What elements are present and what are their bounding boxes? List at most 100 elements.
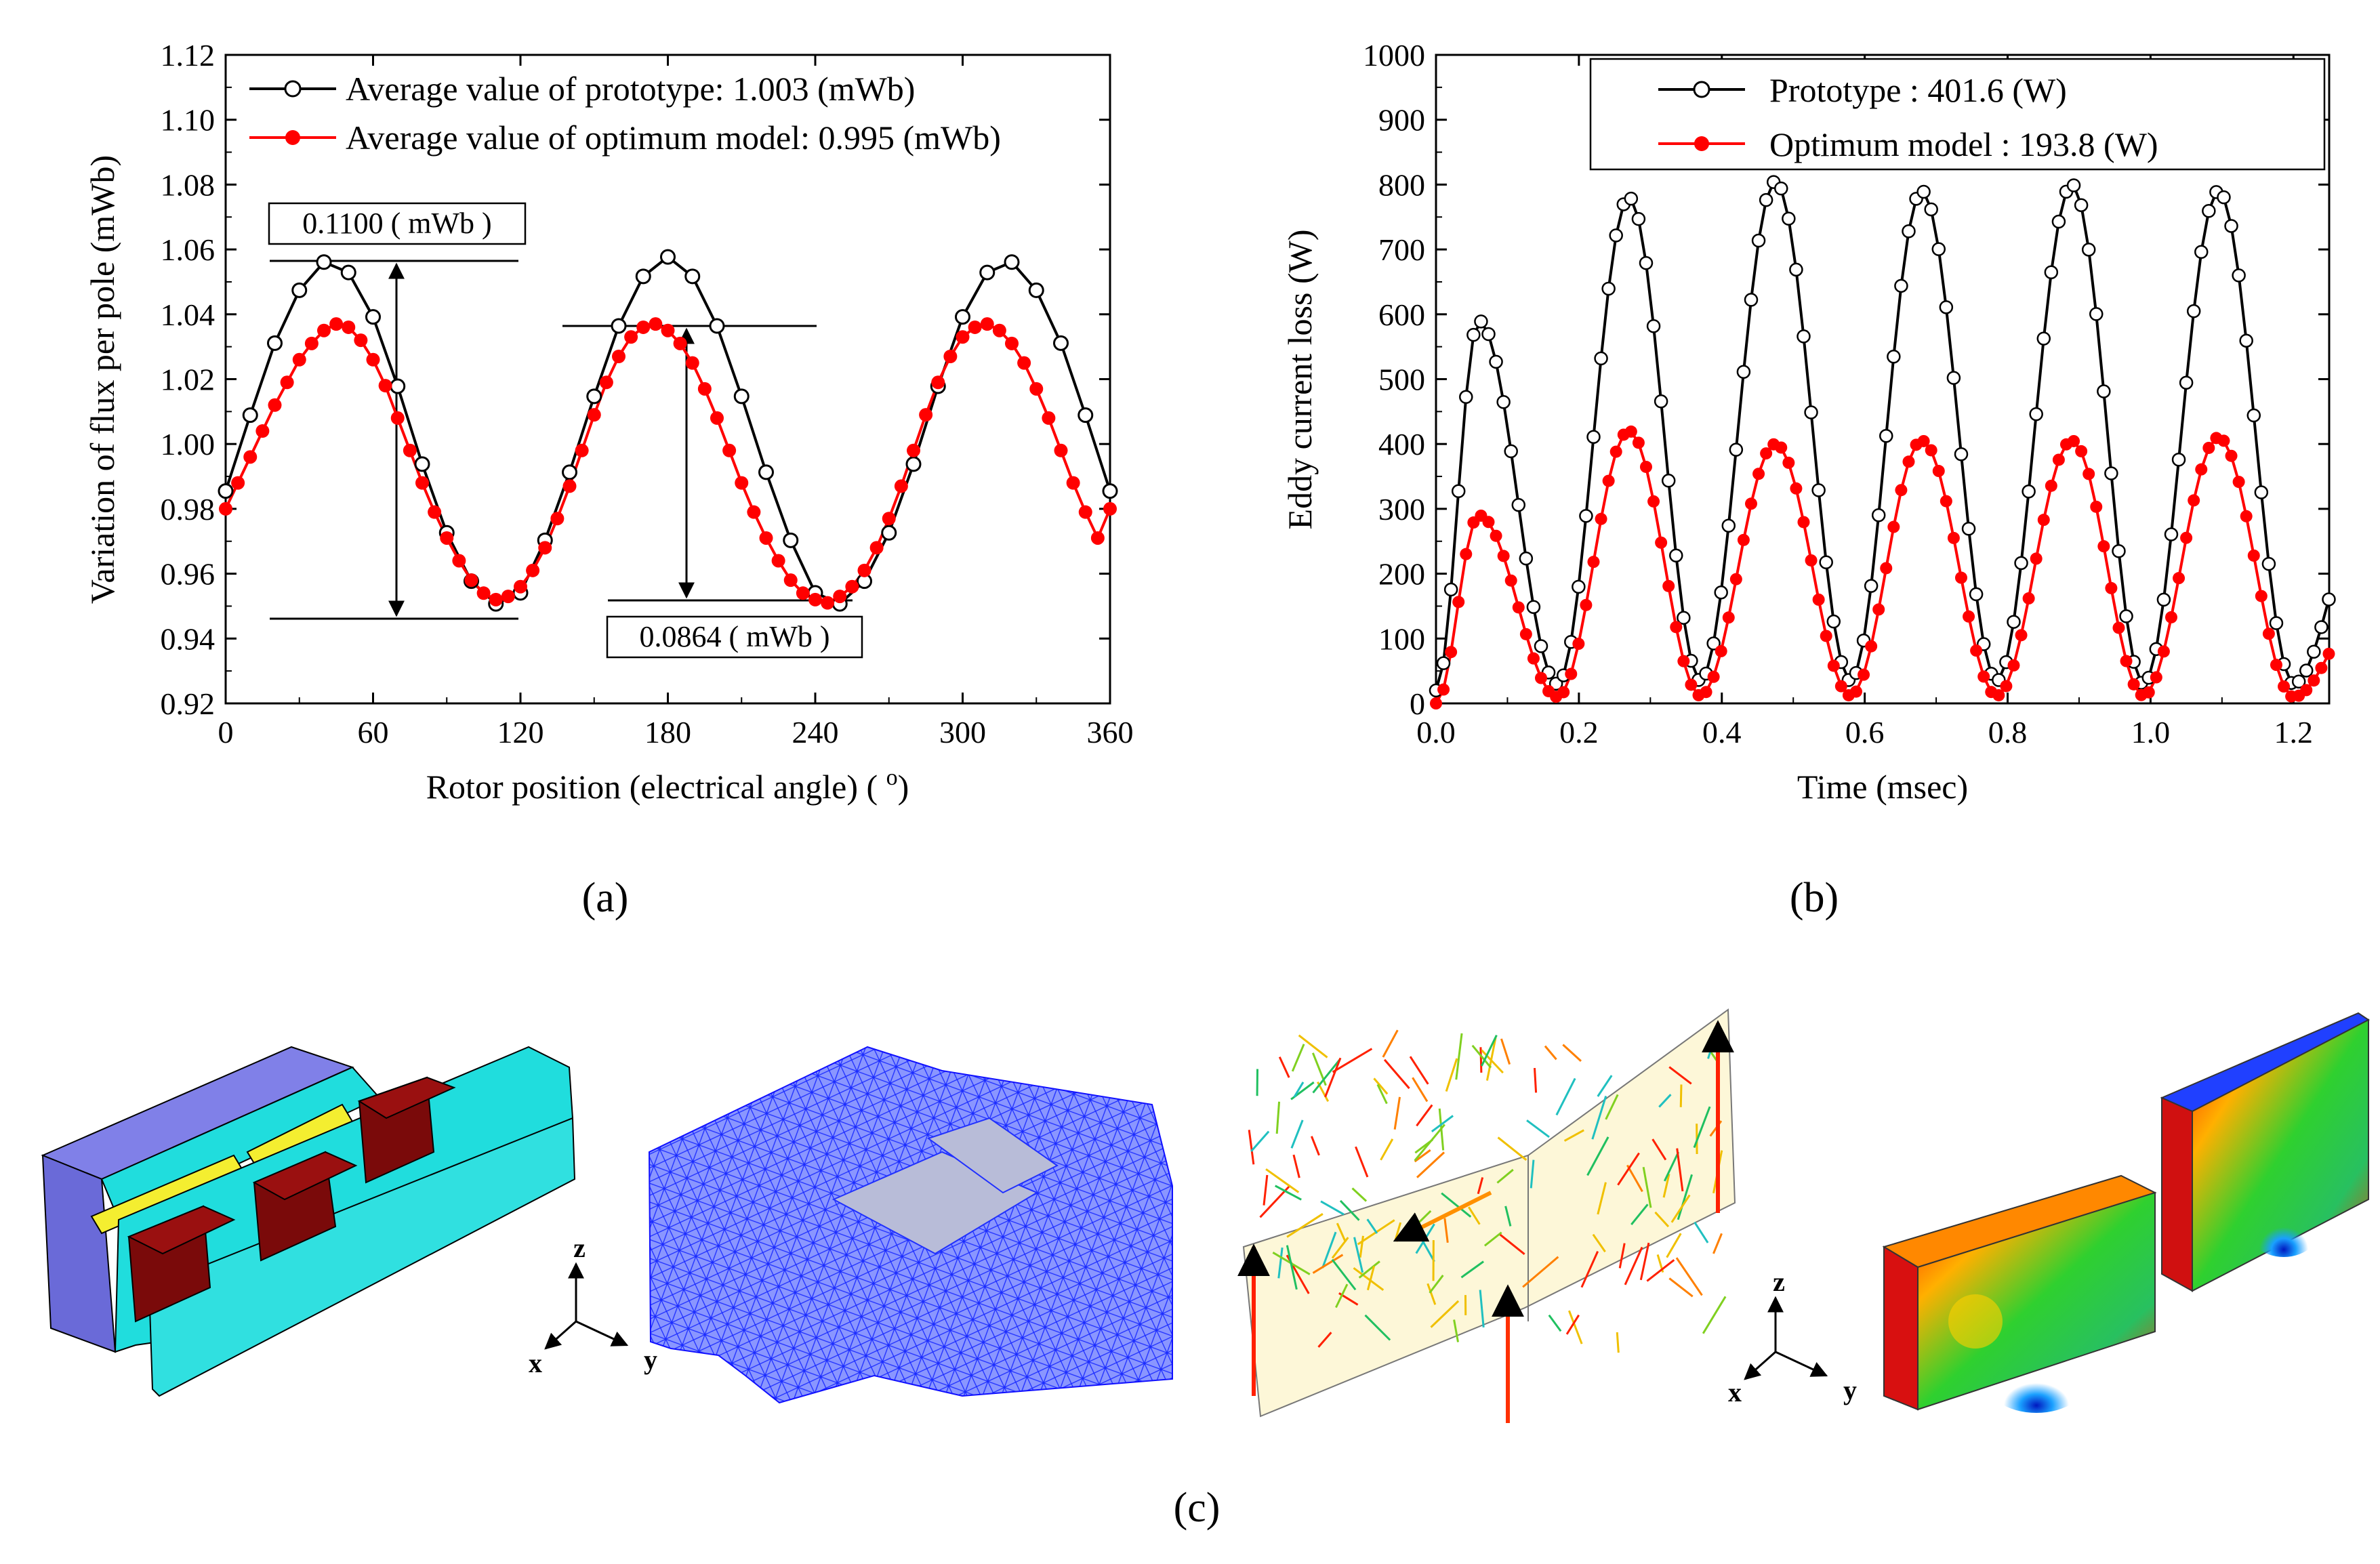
data-point-optimum xyxy=(243,450,258,464)
panel-c-3d-models: z x y z x y xyxy=(41,1008,2370,1531)
vector-arrow xyxy=(1366,1266,1376,1291)
data-point-prototype xyxy=(340,264,356,281)
data-point-optimum xyxy=(2030,552,2043,565)
vector-arrow xyxy=(1563,1129,1584,1142)
data-point-prototype xyxy=(1572,579,1586,594)
x-tick-label: 240 xyxy=(792,715,839,749)
data-point-prototype xyxy=(1443,582,1458,597)
data-point-optimum xyxy=(1760,447,1773,460)
y-tick-label: 1.00 xyxy=(161,427,216,461)
data-point-optimum xyxy=(1970,644,1983,657)
data-point-optimum xyxy=(882,512,896,526)
data-point-optimum xyxy=(759,531,773,545)
data-point-optimum xyxy=(1029,382,1044,396)
x-tick-label: 0.8 xyxy=(1988,715,2028,749)
data-point-prototype xyxy=(1826,614,1841,629)
data-point-prototype xyxy=(2217,190,2231,205)
vector-arrow xyxy=(1248,1130,1255,1165)
vector-arrow xyxy=(1291,1044,1305,1072)
data-point-prototype xyxy=(2029,407,2043,421)
vector-arrow xyxy=(1477,1177,1484,1195)
vector-arrow xyxy=(1658,1094,1672,1108)
data-point-prototype xyxy=(2074,198,2089,212)
vector-arrow xyxy=(1416,1151,1445,1178)
data-point-optimum xyxy=(1902,455,1915,468)
data-point-optimum xyxy=(1655,536,1668,549)
data-point-optimum xyxy=(587,408,601,422)
data-point-optimum xyxy=(1834,680,1847,693)
data-point-optimum xyxy=(2307,674,2320,687)
vector-arrow xyxy=(1455,1033,1463,1080)
data-point-prototype xyxy=(1902,224,1916,239)
x-tick-label: 180 xyxy=(644,715,691,749)
data-point-optimum xyxy=(857,563,871,577)
vector-arrow xyxy=(1414,1149,1431,1163)
data-point-optimum xyxy=(1685,678,1698,691)
data-point-optimum xyxy=(390,411,405,425)
series-line-optimum xyxy=(1435,430,2331,704)
vector-arrow xyxy=(1651,1138,1667,1161)
data-point-optimum xyxy=(1932,465,1945,478)
data-point-optimum xyxy=(1103,501,1117,516)
vector-arrow xyxy=(1479,1290,1485,1328)
data-point-optimum xyxy=(1527,652,1540,665)
data-point-prototype xyxy=(1819,555,1833,569)
data-point-optimum xyxy=(1490,529,1502,542)
vector-arrow xyxy=(1376,1084,1388,1105)
data-point-prototype xyxy=(2246,408,2261,423)
data-point-optimum xyxy=(869,541,884,555)
data-point-optimum xyxy=(796,586,810,600)
data-point-optimum xyxy=(219,501,232,516)
vector-arrow xyxy=(1250,1130,1270,1152)
series-line-optimum xyxy=(224,323,1111,604)
vector-arrow xyxy=(1275,1185,1302,1201)
data-point-optimum xyxy=(1595,512,1607,525)
data-point-optimum xyxy=(2097,540,2110,553)
vector-arrow xyxy=(1666,1233,1682,1258)
data-point-optimum xyxy=(1445,646,1458,659)
y-tick-label: 1.04 xyxy=(161,297,216,332)
data-point-optimum xyxy=(1887,520,1900,533)
data-point-prototype xyxy=(2066,178,2081,192)
vector-arrow xyxy=(1292,1154,1300,1178)
legend-marker-prototype xyxy=(284,80,302,98)
data-point-optimum xyxy=(943,350,958,364)
data-point-optimum xyxy=(2322,647,2335,660)
data-point-prototype xyxy=(1804,405,1818,419)
data-point-prototype xyxy=(2307,644,2321,659)
data-point-optimum xyxy=(1054,443,1068,457)
data-point-prototype xyxy=(955,309,970,325)
caption-c: (c) xyxy=(1174,1485,1220,1531)
data-point-optimum xyxy=(1947,531,1960,544)
vector-arrow xyxy=(1592,1233,1606,1253)
vector-arrow xyxy=(1548,1314,1562,1332)
vector-arrow xyxy=(1712,1233,1723,1254)
data-point-optimum xyxy=(231,476,245,490)
data-point-optimum xyxy=(1519,627,1532,640)
axis-z-label: z xyxy=(1773,1267,1785,1297)
vector-arrow xyxy=(1522,1256,1559,1288)
vector-arrows xyxy=(1237,1020,1734,1423)
data-point-prototype xyxy=(2081,243,2096,257)
data-point-optimum xyxy=(1940,495,1952,508)
data-point-prototype xyxy=(2202,203,2216,218)
data-point-optimum xyxy=(354,333,368,348)
data-point-optimum xyxy=(2045,479,2057,492)
data-point-prototype xyxy=(1931,242,1946,256)
data-point-optimum xyxy=(968,320,982,334)
vector-field-model xyxy=(1237,1008,1736,1423)
data-point-optimum xyxy=(304,336,319,350)
vector-arrow xyxy=(1605,1094,1619,1120)
data-point-prototype xyxy=(1594,351,1608,366)
flux-variation-annotation: 0.1100 ( mWb ) 0.0864 ( mWb ) xyxy=(268,202,863,659)
data-point-optimum xyxy=(428,505,442,519)
y-tick-label: 0.98 xyxy=(161,492,216,527)
data-point-prototype xyxy=(1078,407,1094,424)
data-point-prototype xyxy=(414,456,430,472)
data-point-prototype xyxy=(1774,181,1788,196)
data-point-optimum xyxy=(833,590,847,604)
axis-triad-left: z x y xyxy=(529,1233,657,1378)
data-point-prototype xyxy=(2051,214,2066,229)
data-point-optimum xyxy=(2240,510,2253,522)
data-point-prototype xyxy=(1789,262,1803,277)
